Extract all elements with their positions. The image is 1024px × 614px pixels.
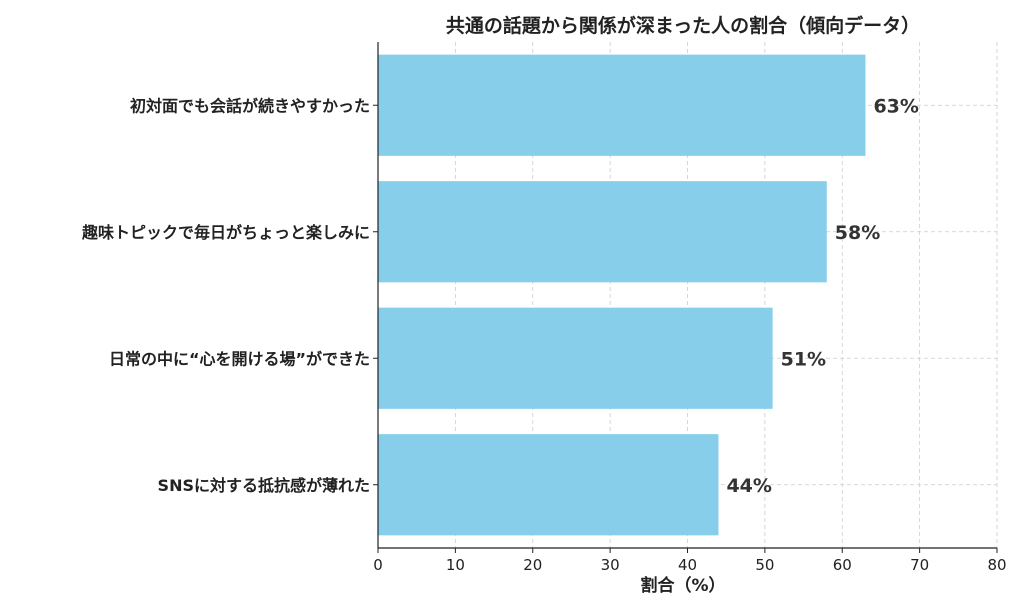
category-label: 日常の中に“心を開ける場”ができた <box>109 349 370 368</box>
bar <box>378 54 866 156</box>
category-label: SNSに対する抵抗感が薄れた <box>158 476 370 495</box>
x-tick-label: 0 <box>373 556 383 574</box>
x-tick-label: 60 <box>833 556 852 574</box>
bar-value-label: 44% <box>726 475 771 497</box>
bar-value-label: 58% <box>835 222 880 244</box>
bar <box>378 434 719 536</box>
x-tick-label: 20 <box>523 556 542 574</box>
category-label: 趣味トピックで毎日がちょっと楽しみに <box>81 223 370 242</box>
x-tick-label: 10 <box>446 556 465 574</box>
x-tick-label: 50 <box>755 556 774 574</box>
labels: 0 10 20 30 40 50 60 70 80 63% 初対面でも会話が続きやすかった 58% 趣味… <box>81 95 1007 574</box>
chart-title: 共通の話題から関係が深まった人の割合（傾向データ） <box>446 14 920 37</box>
x-axis-title: 割合（%） <box>640 575 725 596</box>
x-tick-label: 40 <box>678 556 697 574</box>
bar <box>378 307 773 409</box>
bar <box>378 181 827 283</box>
x-tick-label: 80 <box>987 556 1006 574</box>
x-tick-label: 70 <box>910 556 929 574</box>
bar-value-label: 63% <box>873 95 918 117</box>
bars <box>378 54 866 536</box>
category-label: 初対面でも会話が続きやすかった <box>130 96 370 115</box>
x-tick-label: 30 <box>601 556 620 574</box>
bar-value-label: 51% <box>781 348 826 370</box>
